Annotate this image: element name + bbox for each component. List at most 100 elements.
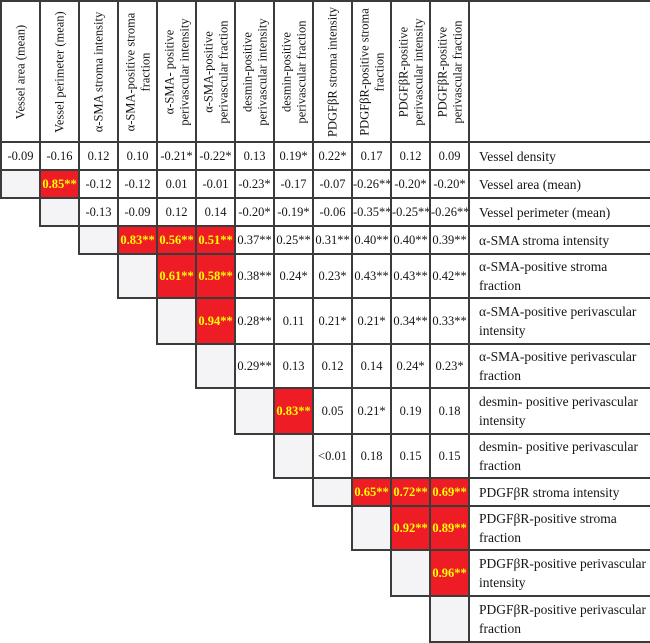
corr-value-cell: 0.21* (351, 387, 392, 435)
corr-value-cell: -0.26** (429, 197, 470, 227)
corr-value-cell: 0.39** (429, 225, 470, 255)
column-header-2: Vessel perimeter (mean) (39, 0, 80, 143)
corr-value-cell: 0.14 (195, 197, 236, 227)
table-row: 0.94** 0.28** 0.11 0.21* 0.21* 0.34** 0.33** α-… (1, 297, 650, 345)
corr-value-cell: -0.01 (195, 169, 236, 199)
empty-region-cell (1, 478, 40, 506)
corr-value-cell: -0.12 (117, 169, 158, 199)
corner-cell (468, 0, 650, 143)
empty-region-cell (118, 344, 157, 388)
self-correlation-cell (117, 253, 158, 299)
empty-region-cell (274, 506, 313, 550)
self-correlation-cell (273, 433, 314, 479)
empty-region-cell (274, 478, 313, 506)
corr-value-cell-highlighted: 0.89** (429, 505, 470, 551)
table-row: PDGFβR-positive perivascular fraction (1, 595, 650, 643)
empty-region-cell (79, 550, 118, 596)
table-row: 0.85** -0.12 -0.12 0.01 -0.01 -0.23* -0.17 -0.0… (0, 169, 650, 199)
corr-value-cell: -0.13 (78, 197, 119, 227)
table-row: 0.92** 0.89** PDGFβR-positive stroma fract… (1, 505, 650, 551)
row-label: PDGFβR-positive perivascular intensity (468, 549, 650, 597)
empty-region-cell (157, 388, 196, 434)
corr-value-cell: -0.07 (312, 169, 353, 199)
empty-region-cell (157, 596, 196, 642)
table-row: 0.96** PDGFβR-positive perivascular inten… (1, 549, 650, 597)
empty-region-cell (40, 478, 79, 506)
self-correlation-cell (351, 505, 392, 551)
column-header-text: PDGFβR-positive stroma fraction (356, 7, 386, 136)
row-label: α-SMA-positive perivascular intensity (468, 297, 650, 345)
empty-region-cell (352, 596, 391, 642)
corr-value-cell: -0.09 (0, 141, 41, 171)
row-label: Vessel density (468, 141, 650, 171)
corr-value-cell: -0.21* (156, 141, 197, 171)
empty-region-cell (196, 596, 235, 642)
empty-region-cell (1, 388, 40, 434)
table-row: -0.13 -0.09 0.12 0.14 -0.20* -0.19* -0.06 -0.35… (1, 197, 650, 227)
empty-region-cell (79, 596, 118, 642)
column-header-5: α-SMA- positive perivascular intensity (156, 0, 197, 143)
self-correlation-cell (312, 477, 353, 507)
self-correlation-cell (195, 343, 236, 389)
corr-value-cell: 0.40** (351, 225, 392, 255)
corr-value-cell: 0.09 (429, 141, 470, 171)
empty-region-cell (1, 254, 40, 298)
corr-value-cell: -0.20* (234, 197, 275, 227)
corr-value-cell: 0.21* (351, 297, 392, 345)
empty-region-cell (157, 550, 196, 596)
corr-value-cell-highlighted: 0.51** (195, 225, 236, 255)
column-header-10: PDGFβR-positive stroma fraction (351, 0, 392, 143)
corr-value-cell-highlighted: 0.83** (117, 225, 158, 255)
row-label: α-SMA-positive perivascular fraction (468, 343, 650, 389)
corr-value-cell: 0.25** (273, 225, 314, 255)
corr-value-cell: -0.06 (312, 197, 353, 227)
empty-region-cell (79, 434, 118, 478)
empty-region-cell (1, 298, 40, 344)
empty-region-cell (79, 254, 118, 298)
corr-value-cell: 0.23* (429, 343, 470, 389)
corr-value-cell: 0.28** (234, 297, 275, 345)
corr-value-cell: -0.25** (390, 197, 431, 227)
table-row: 0.83** 0.05 0.21* 0.19 0.18 desmin- positive … (1, 387, 650, 435)
corr-value-cell: 0.43** (351, 253, 392, 299)
empty-region-cell (157, 344, 196, 388)
column-header-4: α-SMA-positive stroma fraction (117, 0, 158, 143)
empty-region-cell (313, 596, 352, 642)
empty-region-cell (118, 388, 157, 434)
corr-value-cell: 0.12 (312, 343, 353, 389)
column-header-text: α-SMA stroma intensity (91, 11, 106, 132)
empty-region-cell (118, 596, 157, 642)
corr-value-cell: 0.21* (312, 297, 353, 345)
corr-value-cell: -0.16 (39, 141, 80, 171)
empty-region-cell (118, 298, 157, 344)
empty-region-cell (352, 550, 391, 596)
empty-region-cell (40, 550, 79, 596)
corr-value-cell: 0.24* (390, 343, 431, 389)
row-label: Vessel area (mean) (468, 169, 650, 199)
corr-value-cell: 0.23* (312, 253, 353, 299)
row-label: PDGFβR-positive stroma fraction (468, 505, 650, 551)
empty-region-cell (40, 344, 79, 388)
empty-region-cell (1, 198, 40, 226)
corr-value-cell: 0.29** (234, 343, 275, 389)
corr-value-cell: 0.10 (117, 141, 158, 171)
corr-value-cell: -0.26** (351, 169, 392, 199)
column-header-text: Vessel perimeter (mean) (52, 10, 67, 133)
column-header-text: α-SMA-positive perivascular fraction (200, 19, 230, 124)
empty-region-cell (313, 506, 352, 550)
empty-region-cell (40, 596, 79, 642)
empty-region-cell (1, 226, 40, 254)
corr-value-cell: -0.20* (429, 169, 470, 199)
column-header-11: PDGFβR-positive perivascular intensity (390, 0, 431, 143)
corr-value-cell-highlighted: 0.72** (390, 477, 431, 507)
row-label: α-SMA-positive stroma fraction (468, 253, 650, 299)
self-correlation-cell (156, 297, 197, 345)
empty-region-cell (40, 434, 79, 478)
column-header-7: desmin-positive perivascular intensity (234, 0, 275, 143)
corr-value-cell: 0.43** (390, 253, 431, 299)
corr-value-cell: 0.40** (390, 225, 431, 255)
empty-region-cell (274, 596, 313, 642)
corr-value-cell: <0.01 (312, 433, 353, 479)
empty-region-cell (157, 478, 196, 506)
